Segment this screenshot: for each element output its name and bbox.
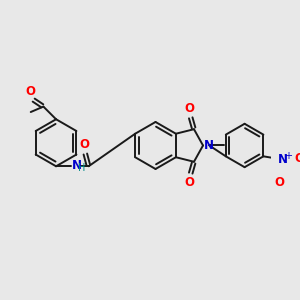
Text: N: N bbox=[204, 139, 214, 152]
Text: O: O bbox=[26, 85, 36, 98]
Text: H: H bbox=[78, 163, 85, 173]
Text: N: N bbox=[72, 159, 82, 172]
Text: +: + bbox=[284, 151, 292, 161]
Text: O: O bbox=[275, 176, 285, 189]
Text: N: N bbox=[278, 153, 288, 167]
Text: O: O bbox=[79, 138, 89, 151]
Text: O: O bbox=[184, 176, 194, 189]
Text: O: O bbox=[184, 102, 194, 115]
Text: O: O bbox=[294, 152, 300, 165]
